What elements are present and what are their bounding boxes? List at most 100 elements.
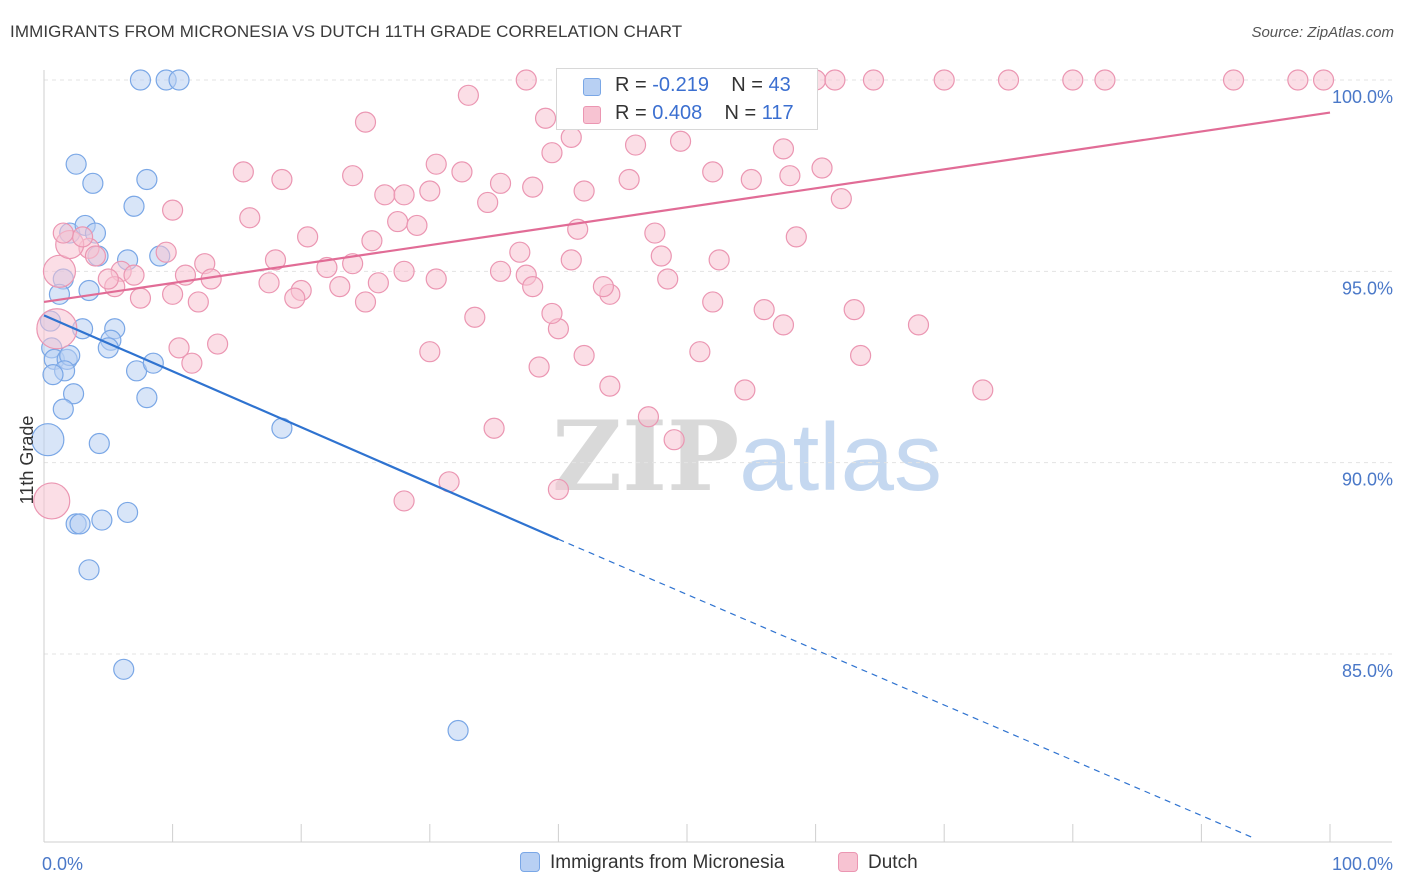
dutch-point <box>354 291 377 313</box>
dutch-point <box>232 161 254 183</box>
dutch-point <box>862 69 885 91</box>
dutch-point <box>669 130 692 152</box>
dutch-point <box>284 287 306 309</box>
x-tick-label: 0.0% <box>42 854 83 874</box>
dutch-point <box>342 165 364 187</box>
dutch-point <box>239 207 261 229</box>
dutch-point <box>657 268 679 290</box>
legend-swatch-dutch <box>583 106 601 124</box>
dutch-point <box>393 184 415 206</box>
micronesia-point <box>78 559 100 581</box>
dutch-point <box>850 344 872 367</box>
dutch-point <box>42 254 77 288</box>
y-tick-label: 85.0% <box>1342 661 1393 681</box>
dutch-point <box>702 161 724 183</box>
dutch-point <box>573 180 595 202</box>
dutch-point <box>785 226 807 248</box>
trend-layer <box>43 111 1331 839</box>
dutch-point <box>52 222 74 244</box>
dutch-point <box>779 165 801 187</box>
micronesia-point <box>91 509 113 531</box>
dutch-point <box>509 241 531 263</box>
micronesia-point <box>136 168 158 191</box>
dutch-point <box>663 429 685 451</box>
dutch-point <box>592 276 615 298</box>
micronesia-point <box>82 172 104 194</box>
dutch-point <box>457 84 479 106</box>
dutch-point <box>393 490 415 512</box>
legend-swatch-micronesia <box>583 78 601 96</box>
dutch-point <box>573 344 595 367</box>
dutch-point <box>1287 69 1309 91</box>
chart-title: IMMIGRANTS FROM MICRONESIA VS DUTCH 11TH… <box>10 22 683 41</box>
bottom-legend-micronesia: Immigrants from Micronesia <box>520 852 784 874</box>
n-label: N = <box>724 102 757 124</box>
dutch-point <box>367 272 389 294</box>
y-axis-title: 11th Grade <box>17 416 37 505</box>
dutch-point <box>618 168 640 191</box>
dutch-point <box>168 337 190 359</box>
micronesia-point <box>42 364 64 386</box>
dutch-point <box>1094 69 1116 91</box>
y-tick-label: 90.0% <box>1342 470 1393 490</box>
dutch-point <box>753 299 775 321</box>
dutch-point <box>624 134 647 156</box>
dutch-point <box>181 352 203 374</box>
dutch-point <box>689 341 711 363</box>
dutch-point <box>933 69 955 91</box>
x-tick-label: 100.0% <box>1332 854 1393 874</box>
dutch-point <box>650 245 672 267</box>
dutch-point <box>155 241 177 263</box>
bottom-legend-swatch-micronesia <box>520 852 540 872</box>
dutch-point <box>702 291 724 313</box>
n-value-dutch: 117 <box>761 102 794 124</box>
dutch-point <box>522 176 544 198</box>
bottom-legend-label-dutch: Dutch <box>868 852 918 873</box>
dutch-point <box>599 375 621 397</box>
dutch-point <box>329 276 351 298</box>
micronesia-point <box>69 513 91 535</box>
dutch-point <box>843 299 865 321</box>
dutch-point <box>258 272 280 294</box>
micronesia-point <box>447 719 469 742</box>
micronesia-point <box>88 432 110 455</box>
micronesia-point <box>168 69 190 91</box>
dutch-point <box>425 268 447 290</box>
n-label: N = <box>731 74 763 96</box>
dutch-point <box>541 142 563 164</box>
label-layer: 85.0% 90.0% 95.0% 100.0% 0.0% 100.0% 11th Grad… <box>17 87 1393 874</box>
dutch-point <box>419 341 441 363</box>
dutch-point <box>740 168 762 191</box>
micronesia-point <box>129 69 152 91</box>
micronesia-point <box>31 423 65 457</box>
dutch-point <box>528 356 550 378</box>
dutch-point <box>1062 69 1084 91</box>
micronesia-point <box>78 279 100 302</box>
dutch-point <box>637 406 660 428</box>
y-tick-label: 95.0% <box>1342 278 1393 298</box>
dutch-point <box>464 306 486 328</box>
dutch-point <box>387 210 409 233</box>
r-label: R = <box>615 74 647 96</box>
dutch-point <box>907 314 930 336</box>
chart-source: Source: ZipAtlas.com <box>1251 24 1394 41</box>
micronesia-point <box>123 195 145 217</box>
points-layer <box>31 69 1335 742</box>
dutch-point <box>123 264 145 286</box>
dutch-point <box>297 226 319 248</box>
dutch-point <box>393 260 415 282</box>
micronesia-point <box>113 658 135 680</box>
stats-legend: R = -0.219 N = 43 R = 0.408 N = 117 <box>556 68 818 130</box>
dutch-point <box>1312 69 1335 91</box>
dutch-point <box>489 260 512 282</box>
micronesia-point <box>62 383 85 405</box>
dutch-point <box>271 168 293 191</box>
n-value-micronesia: 43 <box>768 74 791 96</box>
dutch-point <box>708 249 730 271</box>
dutch-point <box>342 253 364 275</box>
micronesia-trend-line <box>43 314 559 541</box>
dutch-point <box>547 478 570 501</box>
dutch-point <box>972 379 994 401</box>
dutch-point <box>734 379 756 401</box>
